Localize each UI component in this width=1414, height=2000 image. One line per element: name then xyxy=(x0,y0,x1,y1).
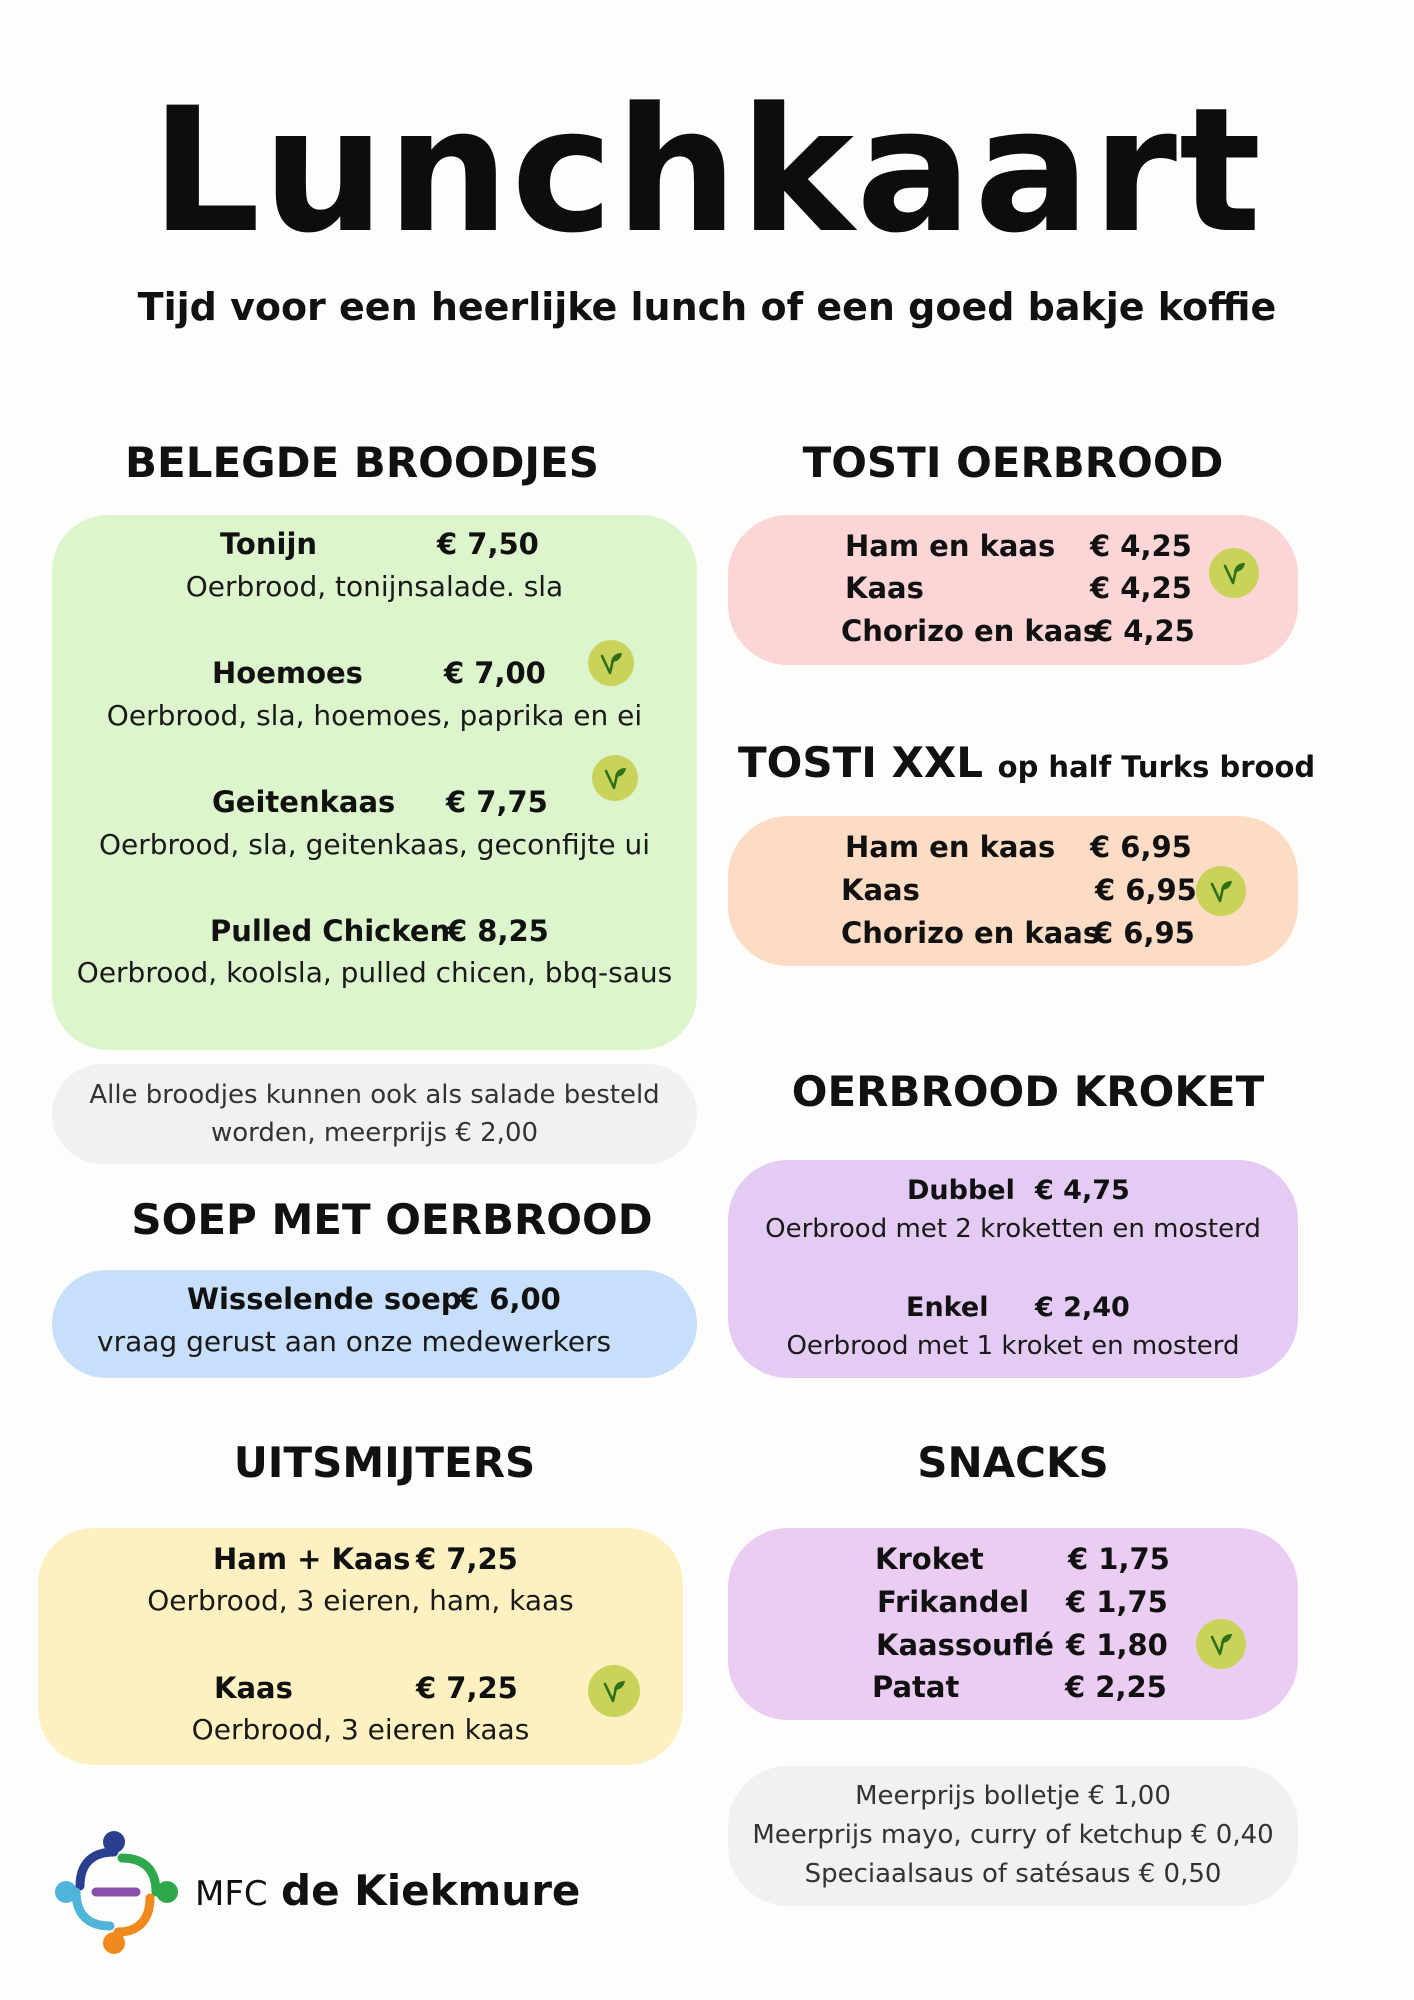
item-name: Ham en kaas xyxy=(845,529,1056,563)
vegetarian-leaf-icon xyxy=(1209,548,1259,598)
item-name: Chorizo en kaas xyxy=(841,614,1101,648)
item-name: Ham + Kaas xyxy=(213,1542,411,1576)
item-desc: vraag gerust aan onze medewerkers xyxy=(97,1325,612,1358)
item-price: € 7,00 xyxy=(444,656,546,690)
item-name: Dubbel xyxy=(907,1175,1015,1206)
item-desc: Oerbrood, sla, hoemoes, paprika en ei xyxy=(106,699,643,732)
heading-tosti-xxl-title: TOSTI XXL xyxy=(738,738,984,787)
soep-card: Wisselende soep € 6,00 vraag gerust aan … xyxy=(52,1270,697,1378)
logo-text: MFC de Kiekmure xyxy=(195,1866,580,1915)
item-name: Chorizo en kaas xyxy=(841,916,1101,950)
item-price: € 1,75 xyxy=(1066,1585,1168,1619)
item-name: Pulled Chicken xyxy=(210,914,451,948)
item-name: Ham en kaas xyxy=(845,830,1056,864)
item-desc: Oerbrood, 3 eieren kaas xyxy=(191,1713,530,1746)
item-price: € 7,25 xyxy=(416,1671,518,1705)
snacks-card: Kroket € 1,75 Frikandel € 1,75 Kaassoufl… xyxy=(728,1528,1298,1720)
item-price: € 6,95 xyxy=(1095,873,1197,907)
item-price: € 7,50 xyxy=(437,527,539,561)
belegde-note-card: Alle broodjes kunnen ook als salade best… xyxy=(52,1064,697,1164)
item-price: € 2,25 xyxy=(1065,1670,1167,1704)
snacks-note-card: Meerprijs bolletje € 1,00 Meerprijs mayo… xyxy=(728,1766,1298,1906)
heading-uitsmijters: UITSMIJTERS xyxy=(233,1438,536,1487)
item-price: € 4,25 xyxy=(1090,571,1192,605)
item-name: Enkel xyxy=(906,1292,989,1323)
item-desc: Oerbrood, sla, geitenkaas, geconfijte ui xyxy=(98,828,651,861)
vegetarian-leaf-icon xyxy=(592,755,638,801)
item-name: Wisselende soep xyxy=(187,1282,462,1316)
heading-belegde-broodjes: BELEGDE BROODJES xyxy=(125,438,599,487)
item-price: € 6,00 xyxy=(459,1282,561,1316)
logo-name: de Kiekmure xyxy=(281,1866,581,1915)
vegetarian-leaf-icon xyxy=(1196,866,1246,916)
item-desc: Oerbrood, tonijnsalade. sla xyxy=(185,570,564,603)
page-title: Lunchkaart xyxy=(150,70,1264,271)
item-name: Kroket xyxy=(875,1542,984,1576)
note-line: Meerprijs mayo, curry of ketchup € 0,40 xyxy=(752,1820,1274,1850)
heading-tosti-xxl-note: op half Turks brood xyxy=(997,750,1316,784)
item-name: Kaas xyxy=(841,873,920,907)
item-name: Patat xyxy=(872,1670,960,1704)
item-name: Kaas xyxy=(845,571,924,605)
heading-snacks: SNACKS xyxy=(917,1438,1109,1487)
heading-oerbrood-kroket: OERBROOD KROKET xyxy=(791,1067,1265,1116)
item-price: € 8,25 xyxy=(447,914,549,948)
note-line: worden, meerprijs € 2,00 xyxy=(210,1118,539,1148)
item-desc: Oerbrood, koolsla, pulled chicen, bbq-sa… xyxy=(76,956,673,989)
item-name: Geitenkaas xyxy=(212,785,396,819)
item-name: Frikandel xyxy=(877,1585,1030,1619)
heading-tosti-oerbrood: TOSTI OERBROOD xyxy=(802,438,1224,487)
item-price: € 6,95 xyxy=(1090,830,1192,864)
page-subtitle: Tijd voor een heerlijke lunch of een goe… xyxy=(137,285,1277,329)
vegetarian-leaf-icon xyxy=(588,1665,640,1717)
note-line: Alle broodjes kunnen ook als salade best… xyxy=(89,1080,660,1110)
kroket-card: Dubbel € 4,75 Oerbrood met 2 kroketten e… xyxy=(728,1160,1298,1378)
item-price: € 4,75 xyxy=(1035,1175,1130,1206)
item-price: € 2,40 xyxy=(1035,1292,1130,1323)
item-price: € 4,25 xyxy=(1093,614,1195,648)
item-name: Kaassouflé xyxy=(876,1628,1054,1662)
item-desc: Oerbrood met 2 kroketten en mosterd xyxy=(765,1214,1261,1244)
item-price: € 1,75 xyxy=(1068,1542,1170,1576)
item-price: € 4,25 xyxy=(1090,529,1192,563)
item-price: € 7,25 xyxy=(416,1542,518,1576)
item-name: Tonijn xyxy=(220,527,318,561)
vegetarian-leaf-icon xyxy=(588,640,634,686)
heading-soep: SOEP MET OERBROOD xyxy=(131,1195,653,1244)
heading-tosti-xxl: TOSTI XXL op half Turks brood xyxy=(738,738,1315,787)
item-desc: Oerbrood met 1 kroket en mosterd xyxy=(786,1331,1240,1361)
belegde-broodjes-card: Tonijn € 7,50 Oerbrood, tonijnsalade. sl… xyxy=(52,515,697,1050)
logo-prefix: MFC xyxy=(195,1874,268,1914)
tosti-xxl-card: Ham en kaas € 6,95 Kaas € 6,95 Chorizo e… xyxy=(728,816,1298,966)
note-line: Meerprijs bolletje € 1,00 xyxy=(855,1781,1171,1811)
tosti-card: Ham en kaas € 4,25 Kaas € 4,25 Chorizo e… xyxy=(728,515,1298,665)
item-price: € 7,75 xyxy=(446,785,548,819)
vegetarian-leaf-icon xyxy=(1196,1619,1246,1669)
item-name: Kaas xyxy=(214,1671,293,1705)
item-price: € 6,95 xyxy=(1093,916,1195,950)
item-price: € 1,80 xyxy=(1066,1628,1168,1662)
kiekmure-logo-icon xyxy=(55,1831,178,1954)
uitsmijters-card: Ham + Kaas € 7,25 Oerbrood, 3 eieren, ha… xyxy=(38,1528,683,1765)
note-line: Speciaalsaus of satésaus € 0,50 xyxy=(804,1859,1222,1889)
item-name: Hoemoes xyxy=(212,656,363,690)
item-desc: Oerbrood, 3 eieren, ham, kaas xyxy=(147,1584,574,1617)
